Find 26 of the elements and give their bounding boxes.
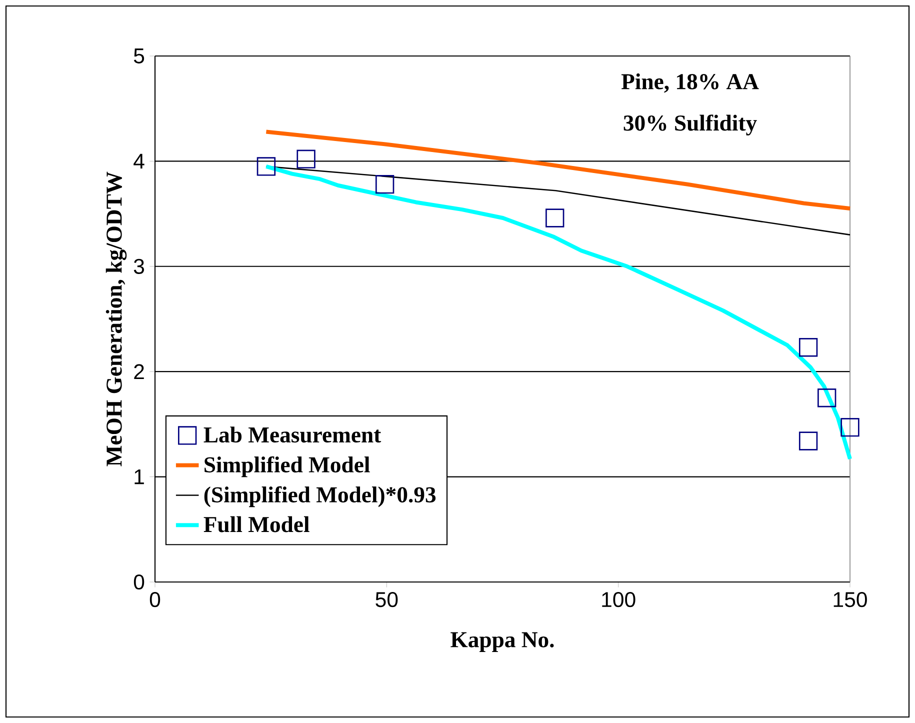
point [256, 157, 276, 176]
point [375, 175, 394, 194]
point [840, 418, 860, 437]
y-tick-label: 0 [134, 574, 144, 590]
point [546, 208, 564, 228]
y-axis-title: MeOH Generation, kg/ODTW [106, 172, 127, 466]
x-tick-label: 100 [602, 592, 636, 608]
legend-label: Simplified Model [204, 456, 370, 478]
y-tick-label: 3 [134, 258, 144, 274]
annotation: 30% Sulfidity [624, 114, 757, 136]
point [818, 388, 836, 408]
legend-label: Lab Measurement [204, 426, 382, 443]
y-tick-label: 5 [134, 48, 144, 64]
x-tick-label: 0 [150, 592, 160, 608]
point [798, 338, 818, 357]
y-tick-label: 2 [134, 364, 144, 380]
legend-label: Full Model [204, 516, 310, 532]
x-axis-title: Kappa No. [450, 632, 554, 652]
point [798, 432, 818, 450]
x-tick-label: 50 [376, 592, 398, 608]
point [296, 150, 316, 168]
annotation: Pine, 18% AA [621, 73, 759, 93]
legend-label: (Simplified Model)*0.93 [204, 486, 436, 508]
y-tick-label: 1 [134, 469, 144, 484]
y-tick-label: 4 [134, 154, 144, 169]
x-tick-label: 150 [834, 592, 867, 608]
